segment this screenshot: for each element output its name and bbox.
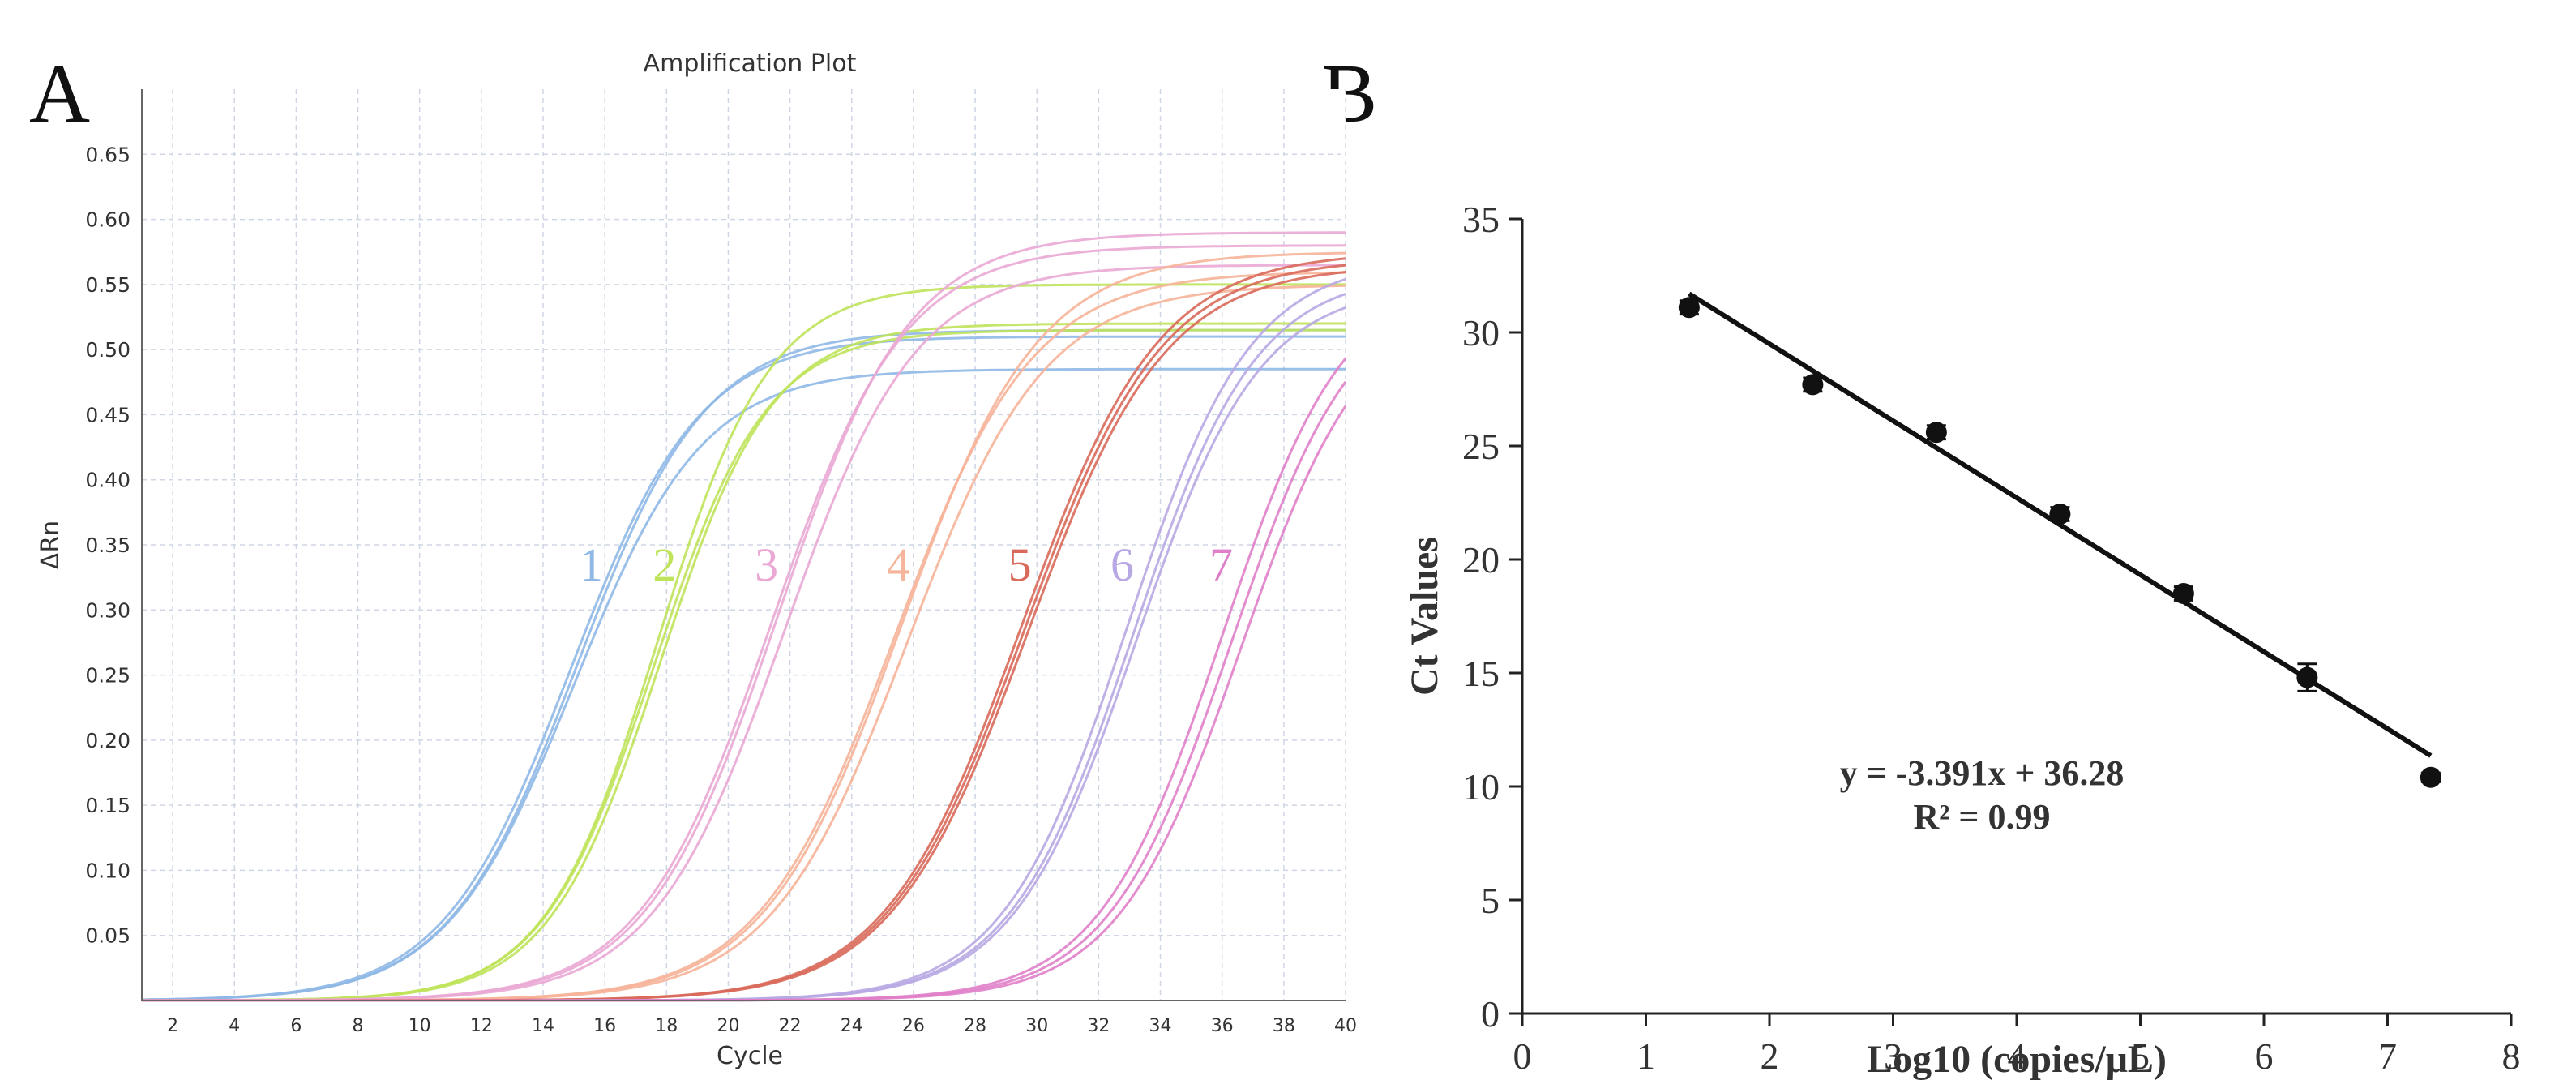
curve-label: 4 bbox=[887, 538, 910, 591]
x-tick-label: 34 bbox=[1149, 1016, 1172, 1036]
x-tick-labels: 2 4 6 8 10 12 14 16 18 20 22 24 26 28 30 32 34 36 38 40 bbox=[167, 1016, 1357, 1036]
amplification-curve bbox=[141, 335, 1346, 1001]
x-tick-label: 14 bbox=[532, 1016, 554, 1036]
scatter-point bbox=[2172, 583, 2194, 604]
scatter-point bbox=[1802, 374, 1824, 396]
r-squared: R² = 0.99 bbox=[1913, 797, 2050, 837]
data-point bbox=[2049, 504, 2071, 525]
x-tick-label: 22 bbox=[779, 1016, 802, 1036]
x-tick-label: 4 bbox=[2008, 1035, 2026, 1077]
y-tick-label: 0.55 bbox=[85, 273, 131, 297]
x-tick-label: 8 bbox=[2502, 1035, 2521, 1077]
scatter-point bbox=[2420, 766, 2441, 788]
y-tick-label: 0.35 bbox=[85, 534, 131, 557]
data-points bbox=[1678, 297, 2441, 788]
y-tick-label: 0.15 bbox=[85, 794, 131, 817]
curve-label: 6 bbox=[1110, 538, 1134, 591]
x-tick-label: 26 bbox=[902, 1016, 925, 1036]
x-tick-label: 3 bbox=[1884, 1035, 1902, 1077]
y-tick-label: 25 bbox=[1462, 426, 1500, 467]
y-tick-label: 0.05 bbox=[85, 924, 131, 948]
x-tick-label: 7 bbox=[2378, 1035, 2397, 1077]
y-tick-label: 0.65 bbox=[85, 143, 131, 166]
regression-line bbox=[1688, 291, 2433, 758]
curve-label: 7 bbox=[1209, 538, 1233, 591]
data-point bbox=[1678, 297, 1700, 319]
chart-title: Amplification Plot bbox=[644, 49, 857, 78]
axes bbox=[1521, 219, 2511, 1015]
x-tick-label: 2 bbox=[1761, 1035, 1779, 1077]
series-2 bbox=[142, 283, 1346, 1002]
regression-equation: y = -3.391x + 36.28 bbox=[1840, 753, 2125, 793]
data-point bbox=[1802, 374, 1824, 396]
y-axis-title: Ct Values bbox=[1403, 537, 1446, 696]
y-tick-label: 35 bbox=[1462, 199, 1500, 240]
panel-label-a: A bbox=[29, 47, 90, 140]
x-tick-label: 6 bbox=[290, 1016, 302, 1036]
data-point bbox=[2172, 583, 2194, 604]
y-tick-label: 0.20 bbox=[85, 729, 131, 752]
y-tick-label: 5 bbox=[1481, 880, 1500, 921]
x-tick-label: 12 bbox=[470, 1016, 493, 1036]
y-tick-labels: 0.05 0.10 0.15 0.20 0.25 0.30 0.35 0.40 0.45 0.50… bbox=[85, 143, 131, 947]
scatter-point bbox=[2296, 666, 2318, 688]
axes bbox=[141, 89, 1346, 1001]
x-tick-label: 16 bbox=[593, 1016, 616, 1036]
standard-curve-plot: 0 1 2 3 4 5 6 7 8 0 5 10 15 20 25 30 35 y = -3.391x + 3… bbox=[1403, 199, 2521, 1080]
y-tick-label: 0.10 bbox=[85, 859, 131, 882]
y-tick-label: 0.40 bbox=[85, 469, 131, 492]
curve-label: 5 bbox=[1008, 538, 1032, 591]
x-tick-label: 10 bbox=[409, 1016, 431, 1036]
y-tick-label: 20 bbox=[1462, 539, 1500, 581]
amplification-curve bbox=[142, 283, 1346, 1002]
scatter-point bbox=[1925, 422, 1947, 444]
x-tick-label: 32 bbox=[1087, 1016, 1110, 1036]
x-tick-label: 18 bbox=[655, 1016, 678, 1036]
y-tick-label: 10 bbox=[1462, 766, 1500, 808]
x-tick-label: 8 bbox=[353, 1016, 364, 1036]
y-axis-title: ΔRn bbox=[36, 521, 65, 569]
scatter-point bbox=[2049, 504, 2071, 525]
x-axis-title: Cycle bbox=[717, 1042, 783, 1070]
y-tick-label: 0 bbox=[1481, 993, 1500, 1035]
x-tick-label: 40 bbox=[1334, 1016, 1357, 1036]
x-tick-label: 4 bbox=[229, 1016, 240, 1036]
x-tick-label: 38 bbox=[1273, 1016, 1295, 1036]
y-tick-label: 0.45 bbox=[85, 403, 131, 426]
y-tick-label: 0.50 bbox=[85, 338, 131, 362]
y-tick-label: 0.30 bbox=[85, 598, 131, 622]
y-tick-label: 0.60 bbox=[85, 208, 131, 232]
x-tick-label: 36 bbox=[1211, 1016, 1234, 1036]
y-tick-label: 30 bbox=[1462, 312, 1500, 354]
curve-label: 2 bbox=[653, 538, 676, 591]
data-point bbox=[1925, 422, 1947, 444]
x-axis-title: Log10 (copies/μL) bbox=[1867, 1038, 2167, 1080]
x-tick-label: 24 bbox=[841, 1016, 863, 1036]
curve-label: 3 bbox=[755, 538, 778, 591]
x-tick-label: 30 bbox=[1025, 1016, 1048, 1036]
x-tick-label: 28 bbox=[964, 1016, 986, 1036]
x-ticks: 0 1 2 3 4 5 6 7 8 bbox=[1513, 1014, 2521, 1077]
data-point bbox=[2420, 766, 2441, 788]
y-tick-label: 0.25 bbox=[85, 664, 131, 688]
curve-label: 1 bbox=[580, 538, 603, 591]
x-tick-label: 0 bbox=[1513, 1035, 1532, 1077]
amplification-plot: 2 4 6 8 10 12 14 16 18 20 22 24 26 28 30 32 34 36 38 40 0.0… bbox=[36, 49, 1357, 1070]
x-tick-label: 6 bbox=[2255, 1035, 2274, 1077]
x-tick-label: 20 bbox=[717, 1016, 739, 1036]
y-ticks: 0 5 10 15 20 25 30 35 bbox=[1462, 199, 1522, 1035]
x-tick-label: 2 bbox=[167, 1016, 178, 1036]
y-tick-label: 15 bbox=[1462, 653, 1500, 694]
x-tick-label: 1 bbox=[1637, 1035, 1655, 1077]
data-point bbox=[2296, 662, 2318, 692]
scatter-point bbox=[1678, 297, 1700, 319]
x-tick-label: 5 bbox=[2131, 1035, 2150, 1077]
